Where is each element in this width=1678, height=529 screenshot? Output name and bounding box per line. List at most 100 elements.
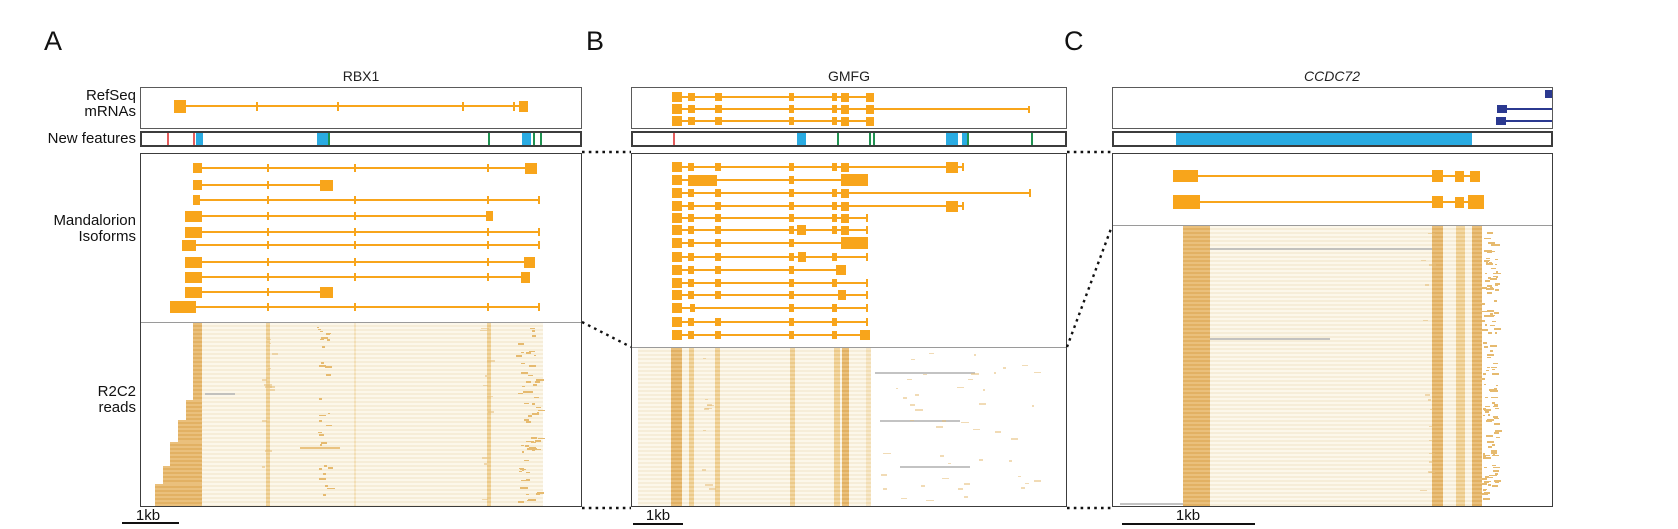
mandalorion-isoform-exon-box [715, 318, 721, 326]
refseq-mrna-exon-box [715, 105, 722, 113]
read-dash [901, 497, 908, 500]
read-line [300, 447, 340, 449]
read-dash [516, 354, 523, 357]
read-dash [1024, 482, 1029, 485]
read-dash [520, 362, 525, 365]
read-dash [271, 353, 279, 355]
read-dash [702, 429, 707, 432]
mandalorion-isoform-exon-box [866, 318, 868, 326]
refseq-mrna-intron-line [672, 108, 1030, 110]
refseq-mrna-exon-box [789, 105, 794, 113]
read-line [880, 420, 960, 422]
read-dash [1482, 303, 1485, 306]
refseq-mrna-exon-box [866, 116, 874, 126]
read-line [205, 393, 235, 395]
read-dash [1489, 390, 1498, 392]
scalebar-label-a: 1kb [135, 507, 161, 524]
scalebar-label-c: 1kb [1175, 507, 1201, 524]
read-dash [914, 394, 919, 396]
refseq-track-box [140, 87, 582, 129]
mandalorion-isoform-exon-box [715, 266, 721, 274]
read-dash [1492, 444, 1495, 446]
read-dash [1494, 283, 1501, 285]
mandalorion-isoform-exon-box [789, 291, 794, 299]
read-dash [517, 392, 524, 395]
read-dash [262, 379, 268, 381]
mandalorion-isoform-exon-box [789, 176, 794, 184]
read-dash [528, 446, 536, 449]
read-dash [1485, 257, 1491, 260]
read-dash [268, 342, 272, 345]
read-dash [994, 431, 1002, 433]
new-feature-green-block [873, 133, 875, 145]
mandalorion-isoform-exon-box [267, 273, 269, 281]
read-dash [1493, 362, 1498, 365]
mandalorion-isoform-intron-line [185, 276, 530, 278]
read-dash [1490, 278, 1498, 280]
read-dash [1492, 405, 1498, 408]
mandalorion-isoform-exon-box [688, 174, 717, 186]
read-dash [1423, 319, 1428, 322]
read-dash [1494, 417, 1500, 420]
read-dash [269, 389, 276, 391]
new-features-track-box [631, 131, 1067, 147]
read-dash [521, 444, 525, 447]
refseq-mrna-exon-box [256, 101, 258, 111]
mandalorion-isoform-exon-box [946, 200, 958, 212]
read-dash [262, 420, 267, 422]
mandalorion-isoform-exon-box [524, 256, 535, 268]
mandalorion-isoform-exon-box [860, 330, 870, 340]
read-dash [525, 471, 531, 474]
read-dash [956, 386, 965, 389]
read-dash [262, 465, 266, 468]
read-dash [484, 463, 487, 465]
read-dash [326, 333, 330, 335]
read-dash [1485, 396, 1488, 399]
isoform-reads-divider-line [1113, 225, 1552, 226]
mandalorion-isoform-exon-box [715, 214, 721, 222]
mandalorion-isoform-exon-box [267, 228, 269, 236]
read-dash [1017, 475, 1021, 478]
mandalorion-isoform-exon-box [715, 331, 721, 339]
refseq-mrna-exon-box [672, 104, 682, 114]
new-feature-blue-block [946, 133, 958, 145]
read-dash [535, 493, 541, 495]
mandalorion-isoform-exon-box [688, 189, 694, 197]
read-dash [708, 488, 716, 490]
new-feature-red-block [673, 133, 675, 145]
read-dash [973, 354, 977, 356]
read-dash [703, 357, 707, 360]
read-dash [533, 384, 537, 387]
read-dash [482, 498, 488, 501]
read-dash [1482, 455, 1486, 458]
new-feature-green-block [533, 133, 535, 145]
read-line [900, 466, 970, 468]
mandalorion-isoform-exon-box [841, 188, 849, 198]
mandalorion-isoform-exon-box [487, 164, 489, 172]
read-dash [529, 327, 536, 330]
read-dash [1482, 320, 1486, 323]
mandalorion-isoform-intron-line [672, 242, 868, 244]
read-dash [533, 354, 537, 357]
mandalorion-isoform-exon-box [185, 286, 202, 298]
mandalorion-isoform-exon-box [538, 228, 540, 236]
read-dash [531, 441, 536, 444]
read-dash [1484, 280, 1491, 282]
dotted-connector-line [581, 320, 632, 349]
mandalorion-isoform-exon-box [1173, 195, 1200, 209]
read-dash [1428, 425, 1437, 428]
read-dash [1425, 394, 1430, 396]
read-dash [317, 431, 323, 434]
read-dash [1487, 292, 1492, 294]
refseq-mrna-exon-box [672, 116, 682, 126]
read-dash [524, 444, 529, 447]
mandalorion-isoform-exon-box [832, 202, 837, 210]
read-dash [481, 457, 487, 459]
read-dash [1484, 324, 1487, 326]
read-dash [1488, 389, 1497, 391]
read-dash [537, 409, 546, 412]
read-dash [1482, 329, 1488, 331]
read-dash [935, 426, 943, 428]
read-dash [536, 379, 544, 381]
read-dash [1483, 480, 1489, 483]
